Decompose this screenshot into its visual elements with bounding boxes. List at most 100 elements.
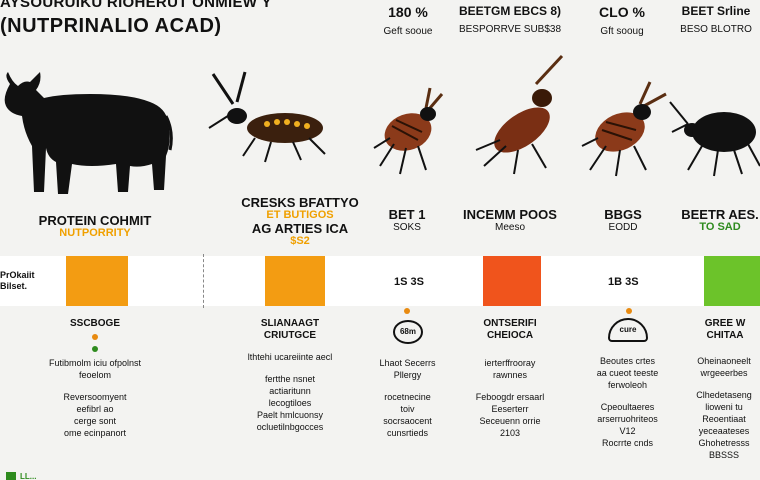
detail-line: ferwoleoh <box>607 380 648 390</box>
details-4: ierterffrooray rawnnes Feboogdr ersaarl … <box>465 358 555 440</box>
detail-line: fertthe nsnet <box>264 374 316 384</box>
bar-5-value: 1B 3S <box>608 276 639 288</box>
dish-icon: cure <box>608 318 648 342</box>
bar-1 <box>66 256 128 306</box>
top-stat-3: CLO % Gft sooug <box>592 4 652 38</box>
title-line-1: AYSOURUIKU RIOHERUT ONMIEW Y <box>0 0 272 11</box>
infographic-title: AYSOURUIKU RIOHERUT ONMIEW Y (NUTPRINALI… <box>0 0 330 38</box>
side-label: PrOkaiit Bilset. <box>0 270 35 292</box>
bar-3-value: 1S 3S <box>394 276 424 288</box>
column-accent: NUTPORRITY <box>59 227 131 239</box>
top-stat-sub: Gft sooug <box>600 26 644 37</box>
column-label-4: INCEMM POOS Meeso <box>455 208 565 234</box>
detail-line: Seceuenn orrie <box>479 416 541 426</box>
detail-line: eefibrl ao <box>76 404 114 414</box>
bedbug-icon <box>668 98 760 178</box>
top-stat-value: CLO % <box>599 4 645 20</box>
detail-line: cunsrtieds <box>386 428 429 438</box>
top-stat-label: BEETGM EBCS 8) <box>458 4 561 18</box>
details-2: lthtehi ucareiinte aecl fertthe nsnet ac… <box>225 352 355 434</box>
details-6: Oheinaoneelt wrgeeerbes Clhedetaseng lio… <box>688 356 760 462</box>
detail-line: Reversoomyent <box>63 392 127 402</box>
detail-line: Cpeoultaeres <box>600 402 655 412</box>
detail-line: cerge sont <box>73 416 117 426</box>
detail-line: Ghohetresss <box>698 438 750 448</box>
column-head: INCEMM POOS <box>463 207 557 222</box>
detail-line: Oheinaoneelt <box>697 356 751 366</box>
detail-line: Beoutes crtes <box>599 356 656 366</box>
section-head-6: GREE W CHITAA <box>704 318 746 341</box>
top-stat-1: 180 % Geft sooue <box>378 4 438 38</box>
detail-line: yeceaateses <box>698 426 750 436</box>
section-head-4: ONTSERIFI CHEIOCA <box>483 318 537 341</box>
side-label-line: Bilset. <box>0 281 28 291</box>
column-head: BBGS <box>604 207 642 222</box>
detail-line: Clhedetaseng <box>696 390 752 400</box>
column-label-3: BET 1 SOKS <box>372 208 442 234</box>
column-accent: TO SAD <box>699 221 741 233</box>
column-label-2: CRESKS BFATTYO ET BUTIGOS AG ARTIES ICA … <box>215 196 385 248</box>
detail-line: rocetnecine <box>384 392 431 402</box>
beetle-icon <box>370 86 450 181</box>
marker-dot <box>626 308 632 314</box>
column-sub: SOKS <box>393 222 421 233</box>
column-head: PROTEIN COHMIT <box>38 213 152 228</box>
detail-line: ome ecinpanort <box>63 428 127 438</box>
detail-line: Rocrrte cnds <box>601 438 654 448</box>
section-head-2: SLIANAAGT CRIUTGCE <box>260 318 320 341</box>
detail-line: ocluetilnbgocces <box>256 422 324 432</box>
detail-line: BBSSS <box>708 450 739 460</box>
marker-dot <box>92 346 98 352</box>
detail-line: arserruohriteos <box>597 414 658 424</box>
detail-line: lecogtiloes <box>268 398 312 408</box>
detail-line: V12 <box>619 426 636 436</box>
divider <box>203 254 204 308</box>
bar-4 <box>483 256 541 306</box>
detail-line: rawnnes <box>492 370 528 380</box>
detail-line: Paelt hmlcuonsy <box>256 410 324 420</box>
badge-icon: 68m <box>393 320 423 344</box>
column-sub: AG ARTIES ICA <box>251 221 349 236</box>
detail-line: Futibmolm iciu ofpolnst <box>48 358 142 368</box>
top-stat-value: 180 % <box>388 4 428 20</box>
detail-line: Lhaot Secerrs <box>379 358 436 368</box>
top-stat-2: BEETGM EBCS 8) BESPORRVE SUB$38 <box>455 4 565 36</box>
column-label-1: PROTEIN COHMIT NUTPORRITY <box>20 214 170 240</box>
cockroach-icon <box>205 70 330 165</box>
cow-icon <box>0 72 175 202</box>
side-label-line: PrOkaiit <box>0 270 35 280</box>
marker-dot <box>92 334 98 340</box>
detail-line: lioweni tu <box>705 402 743 412</box>
column-head: BEETR AES. <box>681 207 759 222</box>
roach-icon <box>580 80 670 180</box>
column-value: $S2 <box>290 235 310 247</box>
column-sub: EODD <box>608 222 638 233</box>
detail-line: 2103 <box>499 428 521 438</box>
column-label-5: BBGS EODD <box>588 208 658 234</box>
top-stat-label: BEET Srline <box>681 4 751 18</box>
column-head: CRESKS BFATTYO <box>241 195 359 210</box>
footer-logo-icon <box>6 472 16 480</box>
detail-line: toiv <box>400 404 415 414</box>
detail-line: actiaritunn <box>269 386 311 396</box>
cricket-icon <box>470 54 570 179</box>
details-1: Futibmolm iciu ofpolnst feoelom Reversoo… <box>20 358 170 440</box>
title-line-2: (NUTPRINALIO ACAD) <box>0 15 222 37</box>
detail-line: Eeserterr <box>491 404 529 414</box>
detail-line: socrsaocent <box>383 416 432 426</box>
detail-line: Reoentiaat <box>702 414 746 424</box>
detail-line: Pllergy <box>393 370 422 380</box>
detail-line: feoelom <box>78 370 112 380</box>
section-head-1: SSCBOGE <box>69 318 120 329</box>
footer-mark: LL... <box>20 472 37 480</box>
detail-line: Feboogdr ersaarl <box>475 392 545 402</box>
detail-line: aa cueot teeste <box>596 368 659 378</box>
top-stat-sub: BESO BLOTRO <box>680 24 752 35</box>
detail-line: wrgeeerbes <box>700 368 748 378</box>
column-sub: Meeso <box>494 222 525 233</box>
column-accent: ET BUTIGOS <box>266 209 334 221</box>
detail-line: ierterffrooray <box>484 358 536 368</box>
bar-2 <box>265 256 325 306</box>
column-head: BET 1 <box>388 207 426 222</box>
bar-6 <box>704 256 760 306</box>
